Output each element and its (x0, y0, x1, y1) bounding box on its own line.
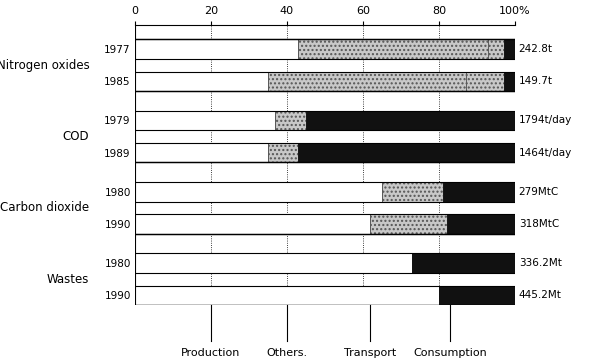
Text: 242.8t: 242.8t (519, 44, 553, 54)
Text: Transport: Transport (345, 348, 397, 358)
Bar (135, 111, 515, 130)
Bar (135, 214, 370, 234)
Text: Production: Production (181, 348, 240, 358)
Bar (268, 143, 299, 163)
Bar (135, 143, 515, 163)
Bar (135, 39, 299, 59)
Text: 1794t/day: 1794t/day (519, 116, 572, 125)
Text: Carbon dioxide: Carbon dioxide (0, 201, 89, 214)
Text: 318MtC: 318MtC (519, 219, 559, 229)
Bar (135, 286, 515, 305)
Bar (135, 182, 515, 201)
Bar (382, 182, 443, 201)
Bar (370, 214, 446, 234)
Bar (465, 71, 503, 91)
Bar (135, 39, 515, 59)
Text: Nitrogen oxides: Nitrogen oxides (0, 59, 89, 72)
Bar (489, 39, 503, 59)
Text: 1464t/day: 1464t/day (519, 148, 572, 158)
Text: 445.2Mt: 445.2Mt (519, 290, 562, 300)
Bar (135, 143, 268, 163)
Text: Consumption: Consumption (413, 348, 487, 358)
Bar (299, 143, 515, 163)
Bar (135, 71, 515, 91)
Bar (446, 214, 515, 234)
Bar (135, 182, 382, 201)
Bar (439, 286, 515, 305)
Bar (299, 39, 489, 59)
Text: Wastes: Wastes (47, 273, 89, 286)
Text: Others.: Others. (266, 348, 308, 358)
Bar (306, 111, 515, 130)
Text: 336.2Mt: 336.2Mt (519, 258, 562, 268)
Bar (413, 253, 515, 273)
Bar (135, 253, 515, 273)
Bar (135, 253, 413, 273)
Text: COD: COD (63, 130, 89, 143)
Bar (135, 111, 275, 130)
Text: 149.7t: 149.7t (519, 76, 553, 87)
Bar (268, 71, 465, 91)
Bar (135, 214, 515, 234)
Bar (275, 111, 306, 130)
Bar (503, 71, 515, 91)
Bar (503, 39, 515, 59)
Text: 279MtC: 279MtC (519, 187, 559, 197)
Bar (135, 286, 439, 305)
Bar (443, 182, 515, 201)
Bar (135, 71, 268, 91)
